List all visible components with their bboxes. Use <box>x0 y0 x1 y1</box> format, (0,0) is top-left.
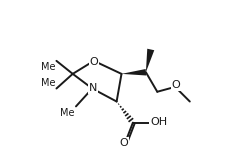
Text: O: O <box>172 80 180 90</box>
Text: O: O <box>89 57 98 67</box>
Text: Me: Me <box>41 78 56 88</box>
Polygon shape <box>122 69 146 75</box>
Text: Me: Me <box>41 62 56 72</box>
Polygon shape <box>146 49 154 72</box>
Text: OH: OH <box>150 117 167 127</box>
Text: N: N <box>89 83 97 93</box>
Text: Me: Me <box>60 108 74 118</box>
Text: O: O <box>120 138 128 148</box>
